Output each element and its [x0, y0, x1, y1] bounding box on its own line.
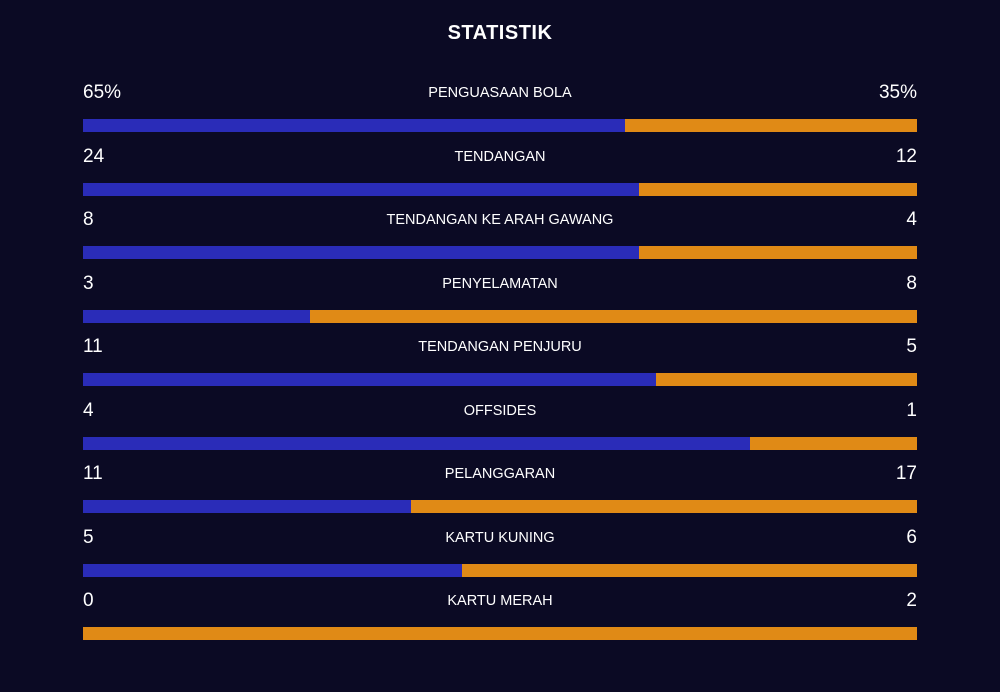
- stat-bar: [83, 373, 917, 386]
- away-value: 8: [906, 272, 917, 294]
- stat-row-shots: 24 TENDANGAN 12: [83, 140, 917, 204]
- stat-bar: [83, 119, 917, 132]
- away-value: 5: [906, 336, 917, 357]
- stat-row-fouls: 11 PELANGGARAN 17: [83, 457, 917, 521]
- home-bar: [83, 563, 463, 577]
- home-value: 0: [83, 590, 94, 611]
- stat-label: PENYELAMATAN: [442, 275, 558, 292]
- stat-bar: [83, 246, 917, 259]
- away-bar: [462, 563, 917, 577]
- stat-label: TENDANGAN: [454, 148, 546, 165]
- home-bar: [83, 246, 640, 259]
- away-value: 2: [906, 590, 917, 611]
- home-value: 65%: [83, 82, 122, 103]
- stat-row-possession: 65% PENGUASAAN BOLA 35%: [83, 76, 917, 140]
- home-value: 11: [83, 463, 103, 484]
- stat-row-red-cards: 0 KARTU MERAH 2: [83, 584, 917, 648]
- away-value: 17: [895, 463, 917, 484]
- stat-row-saves: 3 PENYELAMATAN 8: [83, 267, 917, 331]
- away-value: 35%: [878, 82, 917, 103]
- away-bar: [83, 627, 917, 640]
- stat-row-corners: 11 TENDANGAN PENJURU 5: [83, 330, 917, 394]
- home-bar: [83, 119, 626, 132]
- away-value: 4: [906, 209, 917, 230]
- home-value: 8: [83, 209, 94, 230]
- stat-row-shots-on-target: 8 TENDANGAN KE ARAH GAWANG 4: [83, 203, 917, 267]
- stat-bar: [83, 182, 917, 196]
- stats-title: STATISTIK: [447, 22, 553, 44]
- away-value: 1: [906, 399, 917, 421]
- home-bar: [83, 500, 411, 513]
- away-bar: [639, 246, 917, 259]
- stat-bar: [83, 309, 917, 323]
- home-bar: [83, 436, 751, 450]
- stat-label: KARTU KUNING: [445, 529, 555, 546]
- stat-label: PENGUASAAN BOLA: [428, 85, 572, 101]
- home-bar: [83, 373, 657, 386]
- stats-list: 65% PENGUASAAN BOLA 35% 24 TENDANGAN 12 …: [83, 76, 917, 648]
- home-value: 3: [83, 272, 94, 294]
- stat-label: PELANGGARAN: [444, 466, 556, 482]
- away-bar: [639, 182, 917, 196]
- home-bar: [83, 182, 640, 196]
- away-bar: [656, 373, 917, 386]
- stat-bar: [83, 563, 917, 577]
- home-value: 24: [83, 145, 105, 167]
- stat-bar: [83, 627, 917, 640]
- home-value: 5: [83, 526, 94, 548]
- away-bar: [750, 436, 917, 450]
- stat-row-offsides: 4 OFFSIDES 1: [83, 394, 917, 458]
- away-value: 12: [895, 145, 917, 167]
- away-bar: [625, 119, 917, 132]
- stat-bar: [83, 500, 917, 513]
- stat-label: KARTU MERAH: [447, 593, 553, 609]
- away-value: 6: [906, 526, 917, 548]
- away-bar: [310, 309, 917, 323]
- home-value: 4: [83, 399, 94, 421]
- away-bar: [410, 500, 917, 513]
- home-bar: [83, 309, 311, 323]
- stat-label: TENDANGAN PENJURU: [418, 339, 582, 355]
- stat-label: TENDANGAN KE ARAH GAWANG: [386, 212, 614, 228]
- stat-row-yellow-cards: 5 KARTU KUNING 6: [83, 521, 917, 585]
- home-value: 11: [83, 336, 103, 357]
- stat-label: OFFSIDES: [463, 402, 537, 419]
- stat-bar: [83, 436, 917, 450]
